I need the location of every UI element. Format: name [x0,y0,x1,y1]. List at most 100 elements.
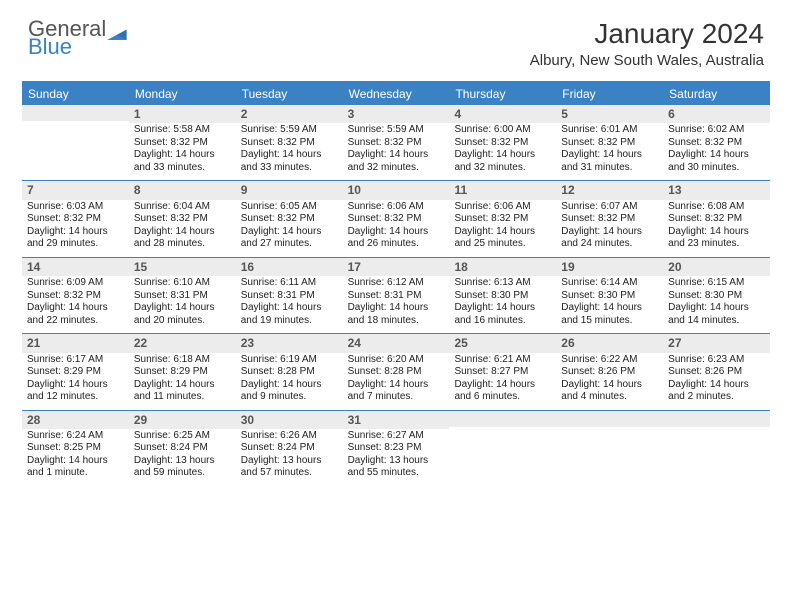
day-body: Sunrise: 6:01 AMSunset: 8:32 PMDaylight:… [556,123,663,180]
weekday-header: Tuesday [236,83,343,105]
day-cell: 12 Sunrise: 6:07 AMSunset: 8:32 PMDayligh… [556,181,663,256]
daylight-text: Daylight: 13 hours and 59 minutes. [134,455,231,480]
day-number: 7 [22,181,129,199]
day-body: Sunrise: 6:10 AMSunset: 8:31 PMDaylight:… [129,276,236,333]
day-cell: 16Sunrise: 6:11 AMSunset: 8:31 PMDayligh… [236,258,343,333]
day-cell: 4Sunrise: 6:00 AMSunset: 8:32 PMDaylight… [449,105,556,180]
day-cell [556,411,663,486]
day-number: 29 [129,411,236,429]
day-number: 12 [556,181,663,199]
day-cell: 20Sunrise: 6:15 AMSunset: 8:30 PMDayligh… [663,258,770,333]
day-cell: 23Sunrise: 6:19 AMSunset: 8:28 PMDayligh… [236,334,343,409]
sunset-text: Sunset: 8:24 PM [134,442,231,455]
weekday-header-row: Sunday Monday Tuesday Wednesday Thursday… [22,83,770,105]
weekday-header: Thursday [449,83,556,105]
day-number: 26 [556,334,663,352]
brand-triangle-icon [107,26,127,40]
day-body: Sunrise: 6:06 AMSunset: 8:32 PMDaylight:… [449,200,556,257]
day-number: 25 [449,334,556,352]
daylight-text: Daylight: 14 hours and 25 minutes. [454,226,551,251]
day-number: 24 [343,334,450,352]
weekday-header: Sunday [22,83,129,105]
sunrise-text: Sunrise: 6:19 AM [241,354,338,367]
day-cell: 2Sunrise: 5:59 AMSunset: 8:32 PMDaylight… [236,105,343,180]
sunrise-text: Sunrise: 6:15 AM [668,277,765,290]
daylight-text: Daylight: 14 hours and 12 minutes. [27,379,124,404]
daylight-text: Daylight: 14 hours and 26 minutes. [348,226,445,251]
sunset-text: Sunset: 8:32 PM [561,213,658,226]
day-number: 31 [343,411,450,429]
sunset-text: Sunset: 8:32 PM [348,213,445,226]
day-cell: 6Sunrise: 6:02 AMSunset: 8:32 PMDaylight… [663,105,770,180]
day-body: Sunrise: 6:21 AMSunset: 8:27 PMDaylight:… [449,353,556,410]
daylight-text: Daylight: 14 hours and 22 minutes. [27,302,124,327]
day-cell: 17Sunrise: 6:12 AMSunset: 8:31 PMDayligh… [343,258,450,333]
sunrise-text: Sunrise: 6:27 AM [348,430,445,443]
sunset-text: Sunset: 8:32 PM [241,213,338,226]
daylight-text: Daylight: 14 hours and 24 minutes. [561,226,658,251]
day-body: Sunrise: 6:11 AMSunset: 8:31 PMDaylight:… [236,276,343,333]
sunrise-text: Sunrise: 6:09 AM [27,277,124,290]
daylight-text: Daylight: 14 hours and 11 minutes. [134,379,231,404]
day-body [22,121,129,169]
day-cell: 5Sunrise: 6:01 AMSunset: 8:32 PMDaylight… [556,105,663,180]
sunset-text: Sunset: 8:31 PM [134,290,231,303]
week-row: 14Sunrise: 6:09 AMSunset: 8:32 PMDayligh… [22,257,770,333]
day-body: Sunrise: 6:25 AMSunset: 8:24 PMDaylight:… [129,429,236,486]
day-number [663,411,770,427]
day-number: 21 [22,334,129,352]
daylight-text: Daylight: 14 hours and 6 minutes. [454,379,551,404]
day-cell: 27Sunrise: 6:23 AMSunset: 8:26 PMDayligh… [663,334,770,409]
sunrise-text: Sunrise: 6:22 AM [561,354,658,367]
daylight-text: Daylight: 14 hours and 33 minutes. [241,149,338,174]
brand-part2: Blue [28,36,72,58]
sunrise-text: Sunrise: 6:20 AM [348,354,445,367]
sunset-text: Sunset: 8:26 PM [561,366,658,379]
sunrise-text: Sunrise: 6:11 AM [241,277,338,290]
day-cell: 24Sunrise: 6:20 AMSunset: 8:28 PMDayligh… [343,334,450,409]
sunset-text: Sunset: 8:30 PM [454,290,551,303]
day-body: Sunrise: 6:20 AMSunset: 8:28 PMDaylight:… [343,353,450,410]
day-body [556,427,663,475]
daylight-text: Daylight: 14 hours and 1 minute. [27,455,124,480]
brand-logo: GeneralBlue [28,18,127,58]
daylight-text: Daylight: 14 hours and 32 minutes. [348,149,445,174]
day-number: 16 [236,258,343,276]
sunrise-text: Sunrise: 6:07 AM [561,201,658,214]
day-body: Sunrise: 6:06 AMSunset: 8:32 PMDaylight:… [343,200,450,257]
day-number: 3 [343,105,450,123]
day-cell [663,411,770,486]
weekday-header: Monday [129,83,236,105]
sunrise-text: Sunrise: 6:25 AM [134,430,231,443]
day-cell: 22Sunrise: 6:18 AMSunset: 8:29 PMDayligh… [129,334,236,409]
sunrise-text: Sunrise: 6:06 AM [454,201,551,214]
day-body: Sunrise: 6:24 AMSunset: 8:25 PMDaylight:… [22,429,129,486]
day-body: Sunrise: 6:26 AMSunset: 8:24 PMDaylight:… [236,429,343,486]
daylight-text: Daylight: 14 hours and 30 minutes. [668,149,765,174]
day-number: 11 [449,181,556,199]
daylight-text: Daylight: 14 hours and 23 minutes. [668,226,765,251]
daylight-text: Daylight: 14 hours and 15 minutes. [561,302,658,327]
daylight-text: Daylight: 14 hours and 33 minutes. [134,149,231,174]
daylight-text: Daylight: 14 hours and 29 minutes. [27,226,124,251]
sunrise-text: Sunrise: 6:06 AM [348,201,445,214]
day-body: Sunrise: 6:23 AMSunset: 8:26 PMDaylight:… [663,353,770,410]
day-cell: 31Sunrise: 6:27 AMSunset: 8:23 PMDayligh… [343,411,450,486]
sunset-text: Sunset: 8:32 PM [668,213,765,226]
day-body: Sunrise: 6:13 AMSunset: 8:30 PMDaylight:… [449,276,556,333]
title-block: January 2024 Albury, New South Wales, Au… [530,18,764,69]
sunset-text: Sunset: 8:32 PM [27,290,124,303]
daylight-text: Daylight: 14 hours and 27 minutes. [241,226,338,251]
weekday-header: Friday [556,83,663,105]
sunrise-text: Sunrise: 5:59 AM [241,124,338,137]
day-body: Sunrise: 6:17 AMSunset: 8:29 PMDaylight:… [22,353,129,410]
day-number: 22 [129,334,236,352]
sunset-text: Sunset: 8:30 PM [668,290,765,303]
location: Albury, New South Wales, Australia [530,52,764,69]
day-cell: 25Sunrise: 6:21 AMSunset: 8:27 PMDayligh… [449,334,556,409]
day-cell: 30Sunrise: 6:26 AMSunset: 8:24 PMDayligh… [236,411,343,486]
day-number: 18 [449,258,556,276]
day-cell [449,411,556,486]
day-number: 15 [129,258,236,276]
sunset-text: Sunset: 8:32 PM [454,137,551,150]
